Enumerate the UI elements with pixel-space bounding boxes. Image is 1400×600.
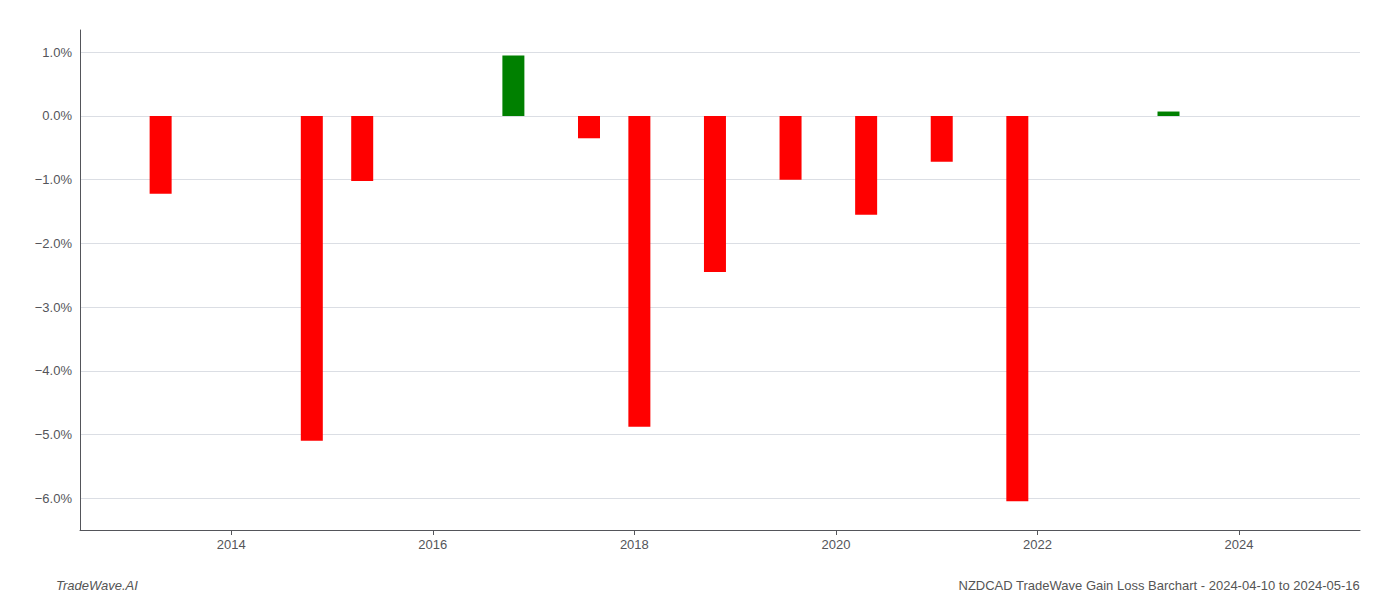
svg-text:TradeWave.AI: TradeWave.AI [56, 578, 138, 593]
svg-text:2016: 2016 [418, 537, 447, 552]
svg-text:−1.0%: −1.0% [35, 172, 73, 187]
svg-text:−5.0%: −5.0% [35, 427, 73, 442]
svg-text:−6.0%: −6.0% [35, 491, 73, 506]
svg-text:2014: 2014 [217, 537, 246, 552]
svg-text:−4.0%: −4.0% [35, 363, 73, 378]
svg-text:−3.0%: −3.0% [35, 300, 73, 315]
svg-text:2020: 2020 [821, 537, 850, 552]
svg-text:0.0%: 0.0% [42, 108, 72, 123]
svg-text:2018: 2018 [620, 537, 649, 552]
svg-text:NZDCAD TradeWave Gain Loss Bar: NZDCAD TradeWave Gain Loss Barchart - 20… [958, 578, 1359, 593]
svg-text:1.0%: 1.0% [42, 45, 72, 60]
svg-text:2024: 2024 [1225, 537, 1254, 552]
svg-text:−2.0%: −2.0% [35, 236, 73, 251]
svg-text:2022: 2022 [1023, 537, 1052, 552]
